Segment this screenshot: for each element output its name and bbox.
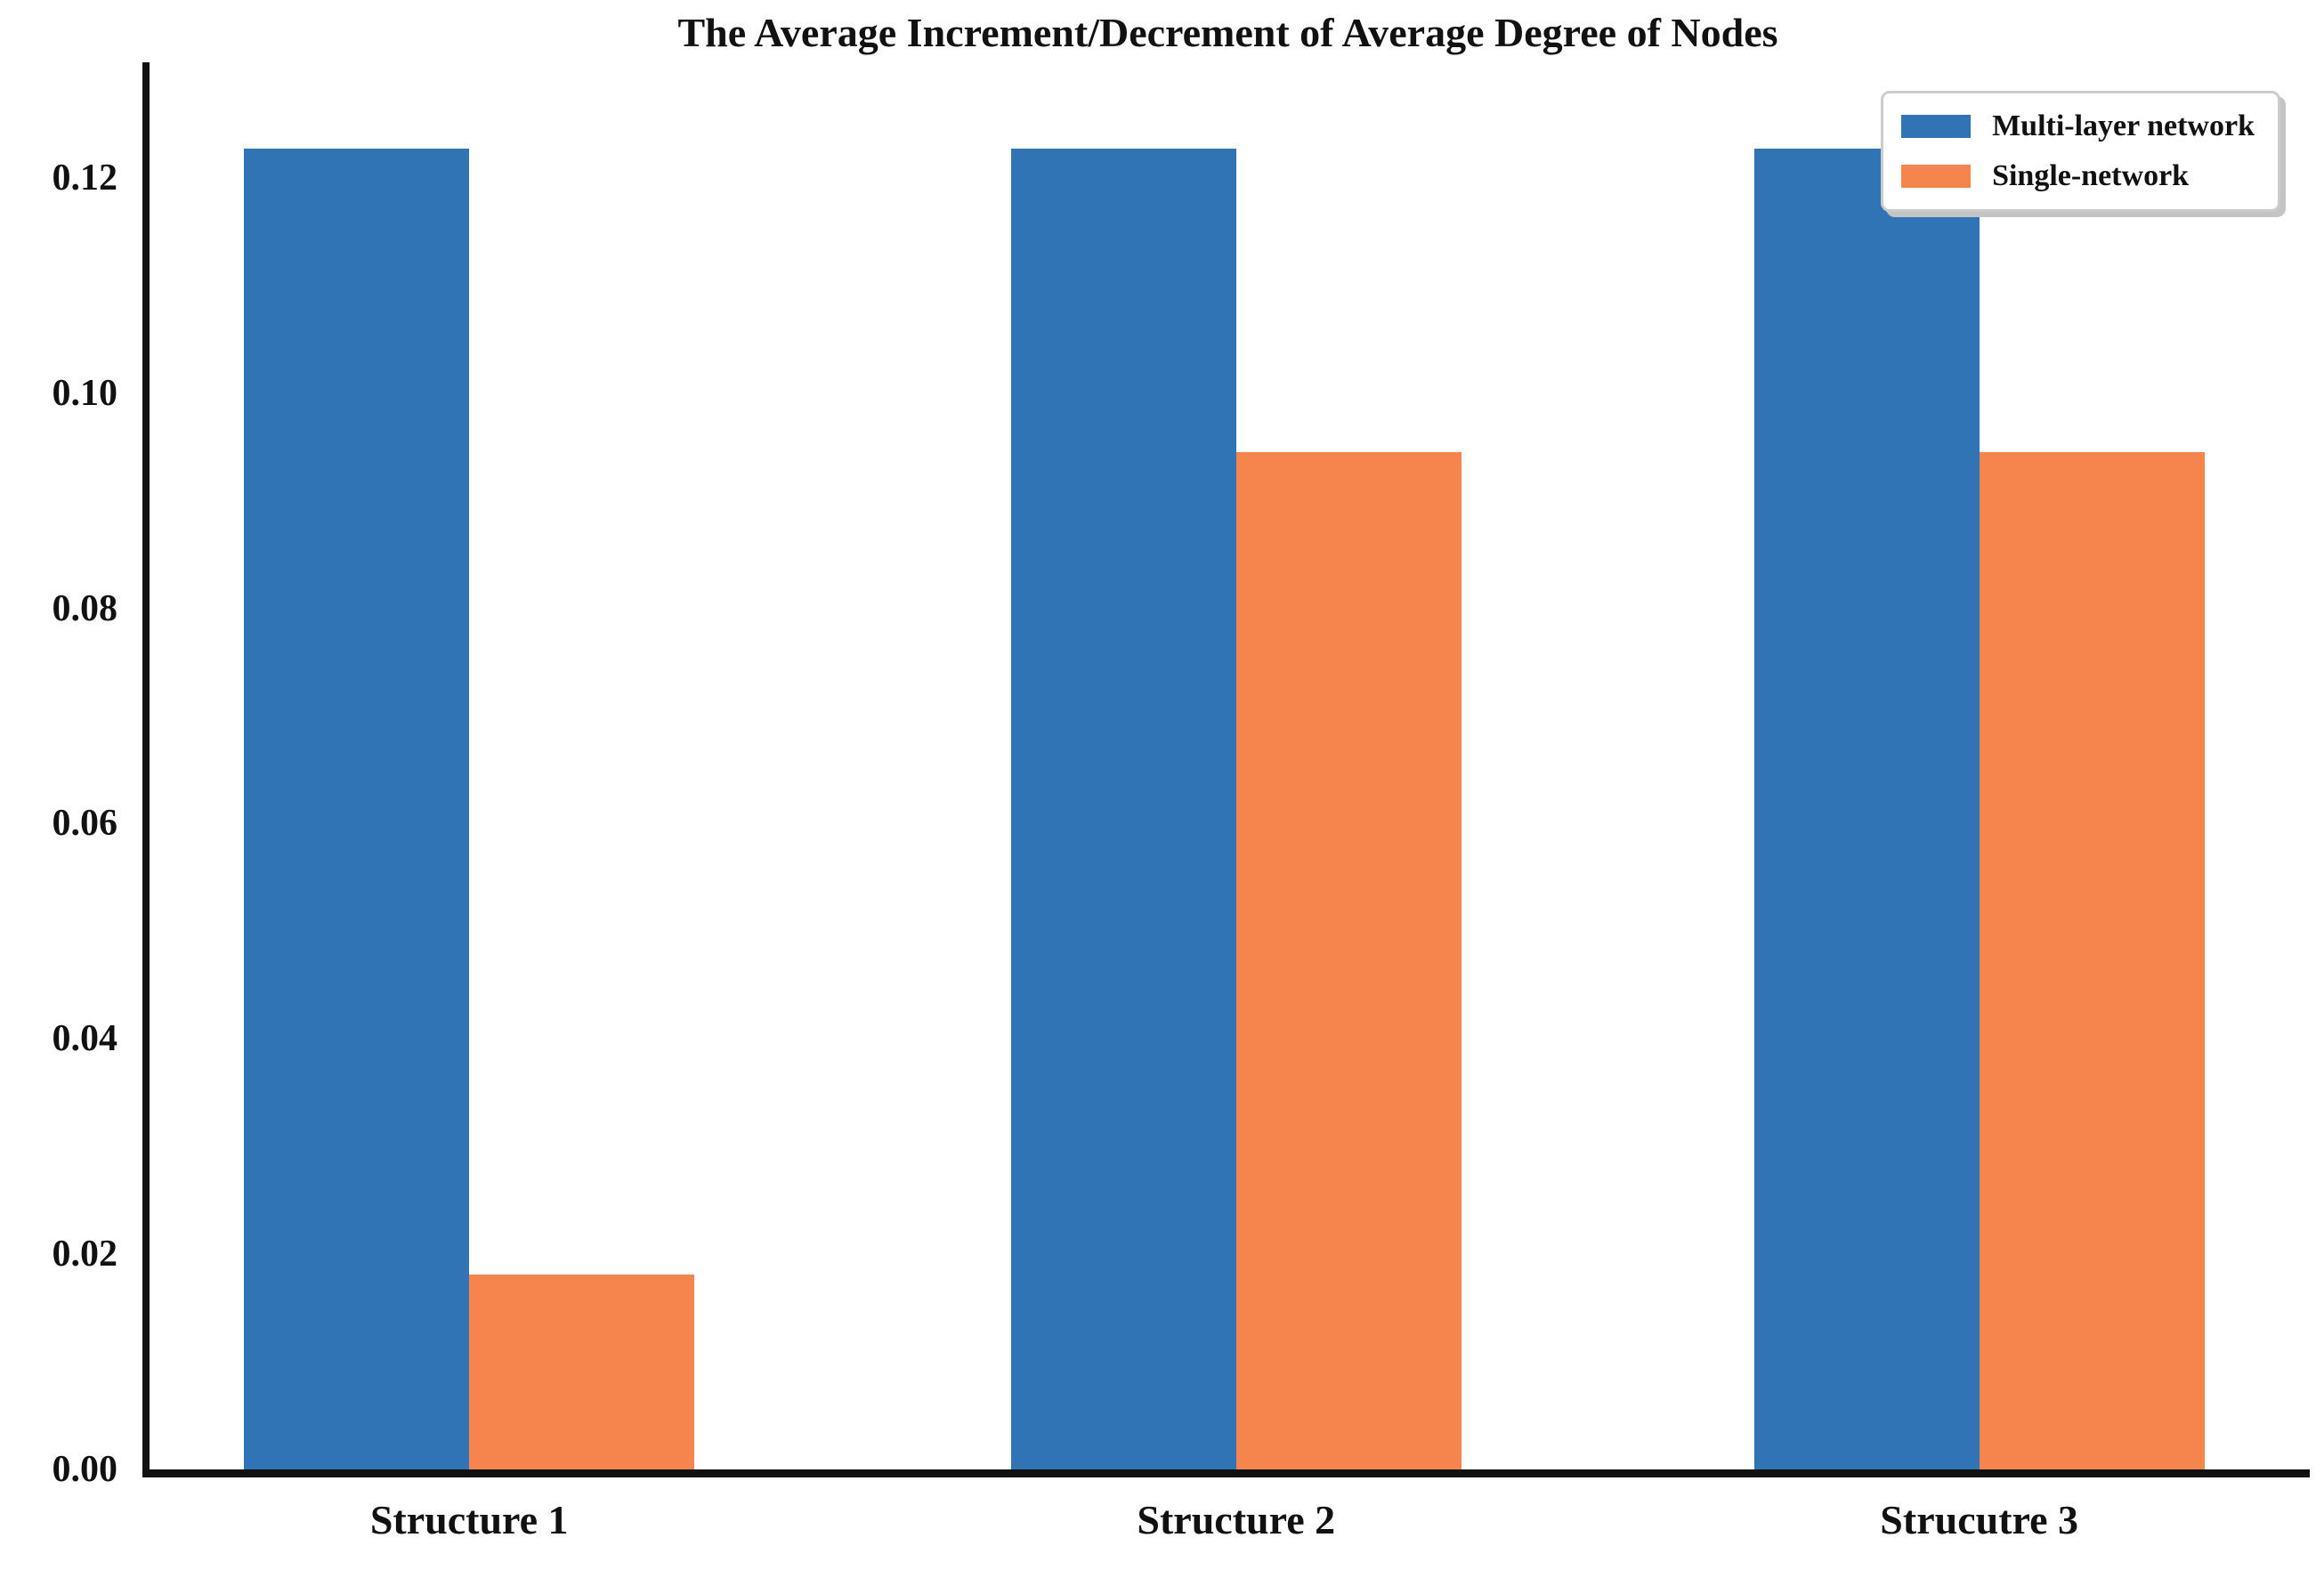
bar-multi-layer-2 xyxy=(1010,149,1236,1469)
chart-title: The Average Increment/Decrement of Avera… xyxy=(677,10,1778,55)
y-tick-label: 0.04 xyxy=(52,1018,118,1060)
y-tick-label: 0.02 xyxy=(52,1234,118,1275)
legend-item-single-network: Single-network xyxy=(1901,158,2255,195)
legend: Multi-layer network Single-network xyxy=(1881,91,2280,212)
y-tick-label: 0.10 xyxy=(52,372,118,414)
x-axis-tick-labels: Structure 1 Structure 2 Strucutre 3 xyxy=(150,1488,2310,1552)
legend-swatch-single-network xyxy=(1901,165,1972,188)
y-tick-label: 0.06 xyxy=(52,803,118,845)
y-tick-label: 0.08 xyxy=(52,587,118,629)
plot-area xyxy=(142,62,2310,1477)
x-tick-label: Structure 1 xyxy=(369,1497,569,1542)
y-tick-label: 0.12 xyxy=(52,157,118,198)
x-tick-label: Structure 2 xyxy=(1137,1497,1336,1542)
bar-multi-layer-3 xyxy=(1753,149,1980,1469)
legend-label-multi-layer-network: Multi-layer network xyxy=(1992,109,2255,142)
bar-multi-layer-1 xyxy=(244,149,470,1469)
legend-item-multi-layer-network: Multi-layer network xyxy=(1901,108,2255,145)
y-tick-label: 0.00 xyxy=(52,1449,118,1490)
bar-single-2 xyxy=(1235,451,1462,1469)
y-axis-tick-labels: 0.00 0.02 0.04 0.06 0.08 0.10 0.12 xyxy=(0,62,130,1490)
legend-label-single-network: Single-network xyxy=(1992,159,2190,192)
x-tick-label: Strucutre 3 xyxy=(1880,1497,2079,1542)
bar-single-3 xyxy=(1979,451,2205,1469)
legend-swatch-multi-layer-network xyxy=(1901,115,1972,138)
bar-single-1 xyxy=(469,1275,695,1469)
